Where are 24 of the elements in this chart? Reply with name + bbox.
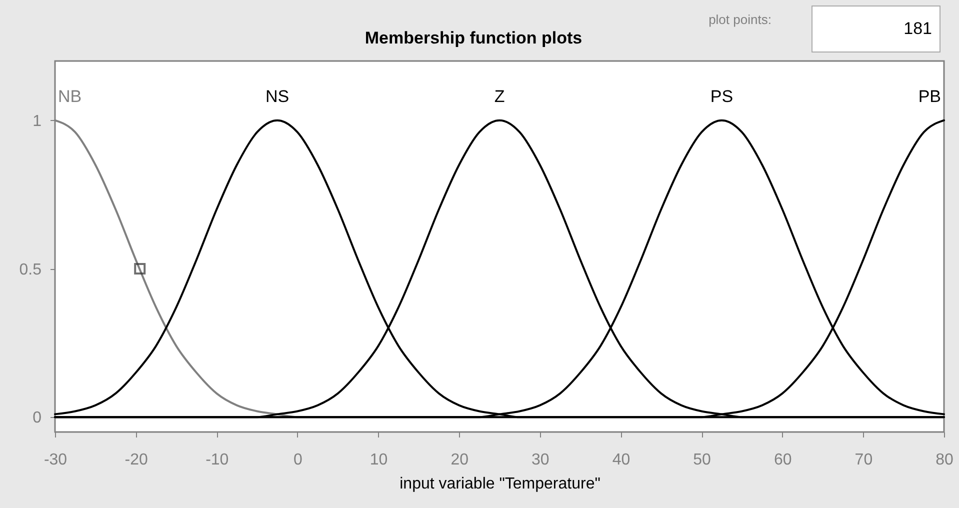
x-tick-label: 20 [450,452,469,468]
text: 181 [904,19,932,38]
chart-title: Membership function plots [364,28,582,48]
x-tick-label: 0 [294,452,302,468]
x-tick-label: -10 [206,452,229,468]
x-tick-label: 10 [370,452,388,468]
text: plot points: [708,12,772,27]
x-tick-label: 70 [854,452,873,468]
series-label: NB [58,87,82,106]
x-tick-label: -20 [124,452,148,468]
x-tick-label: -30 [44,452,68,468]
x-tick-label: 30 [532,452,550,468]
x-tick-label: 40 [612,452,630,468]
x-tick-label: 60 [774,452,792,468]
x-axis-title: input variable "Temperature" [400,476,600,492]
series-label: PB [918,87,941,106]
y-tick-label: 1 [32,112,42,130]
x-tick-label: 50 [693,452,712,468]
series-label: PS [710,87,734,106]
series-label: Z [494,87,505,106]
series-label: NS [265,87,290,106]
y-tick-label: 0 [32,410,42,427]
x-tick-label: 80 [936,452,954,468]
y-tick-label: 0.5 [19,261,42,278]
